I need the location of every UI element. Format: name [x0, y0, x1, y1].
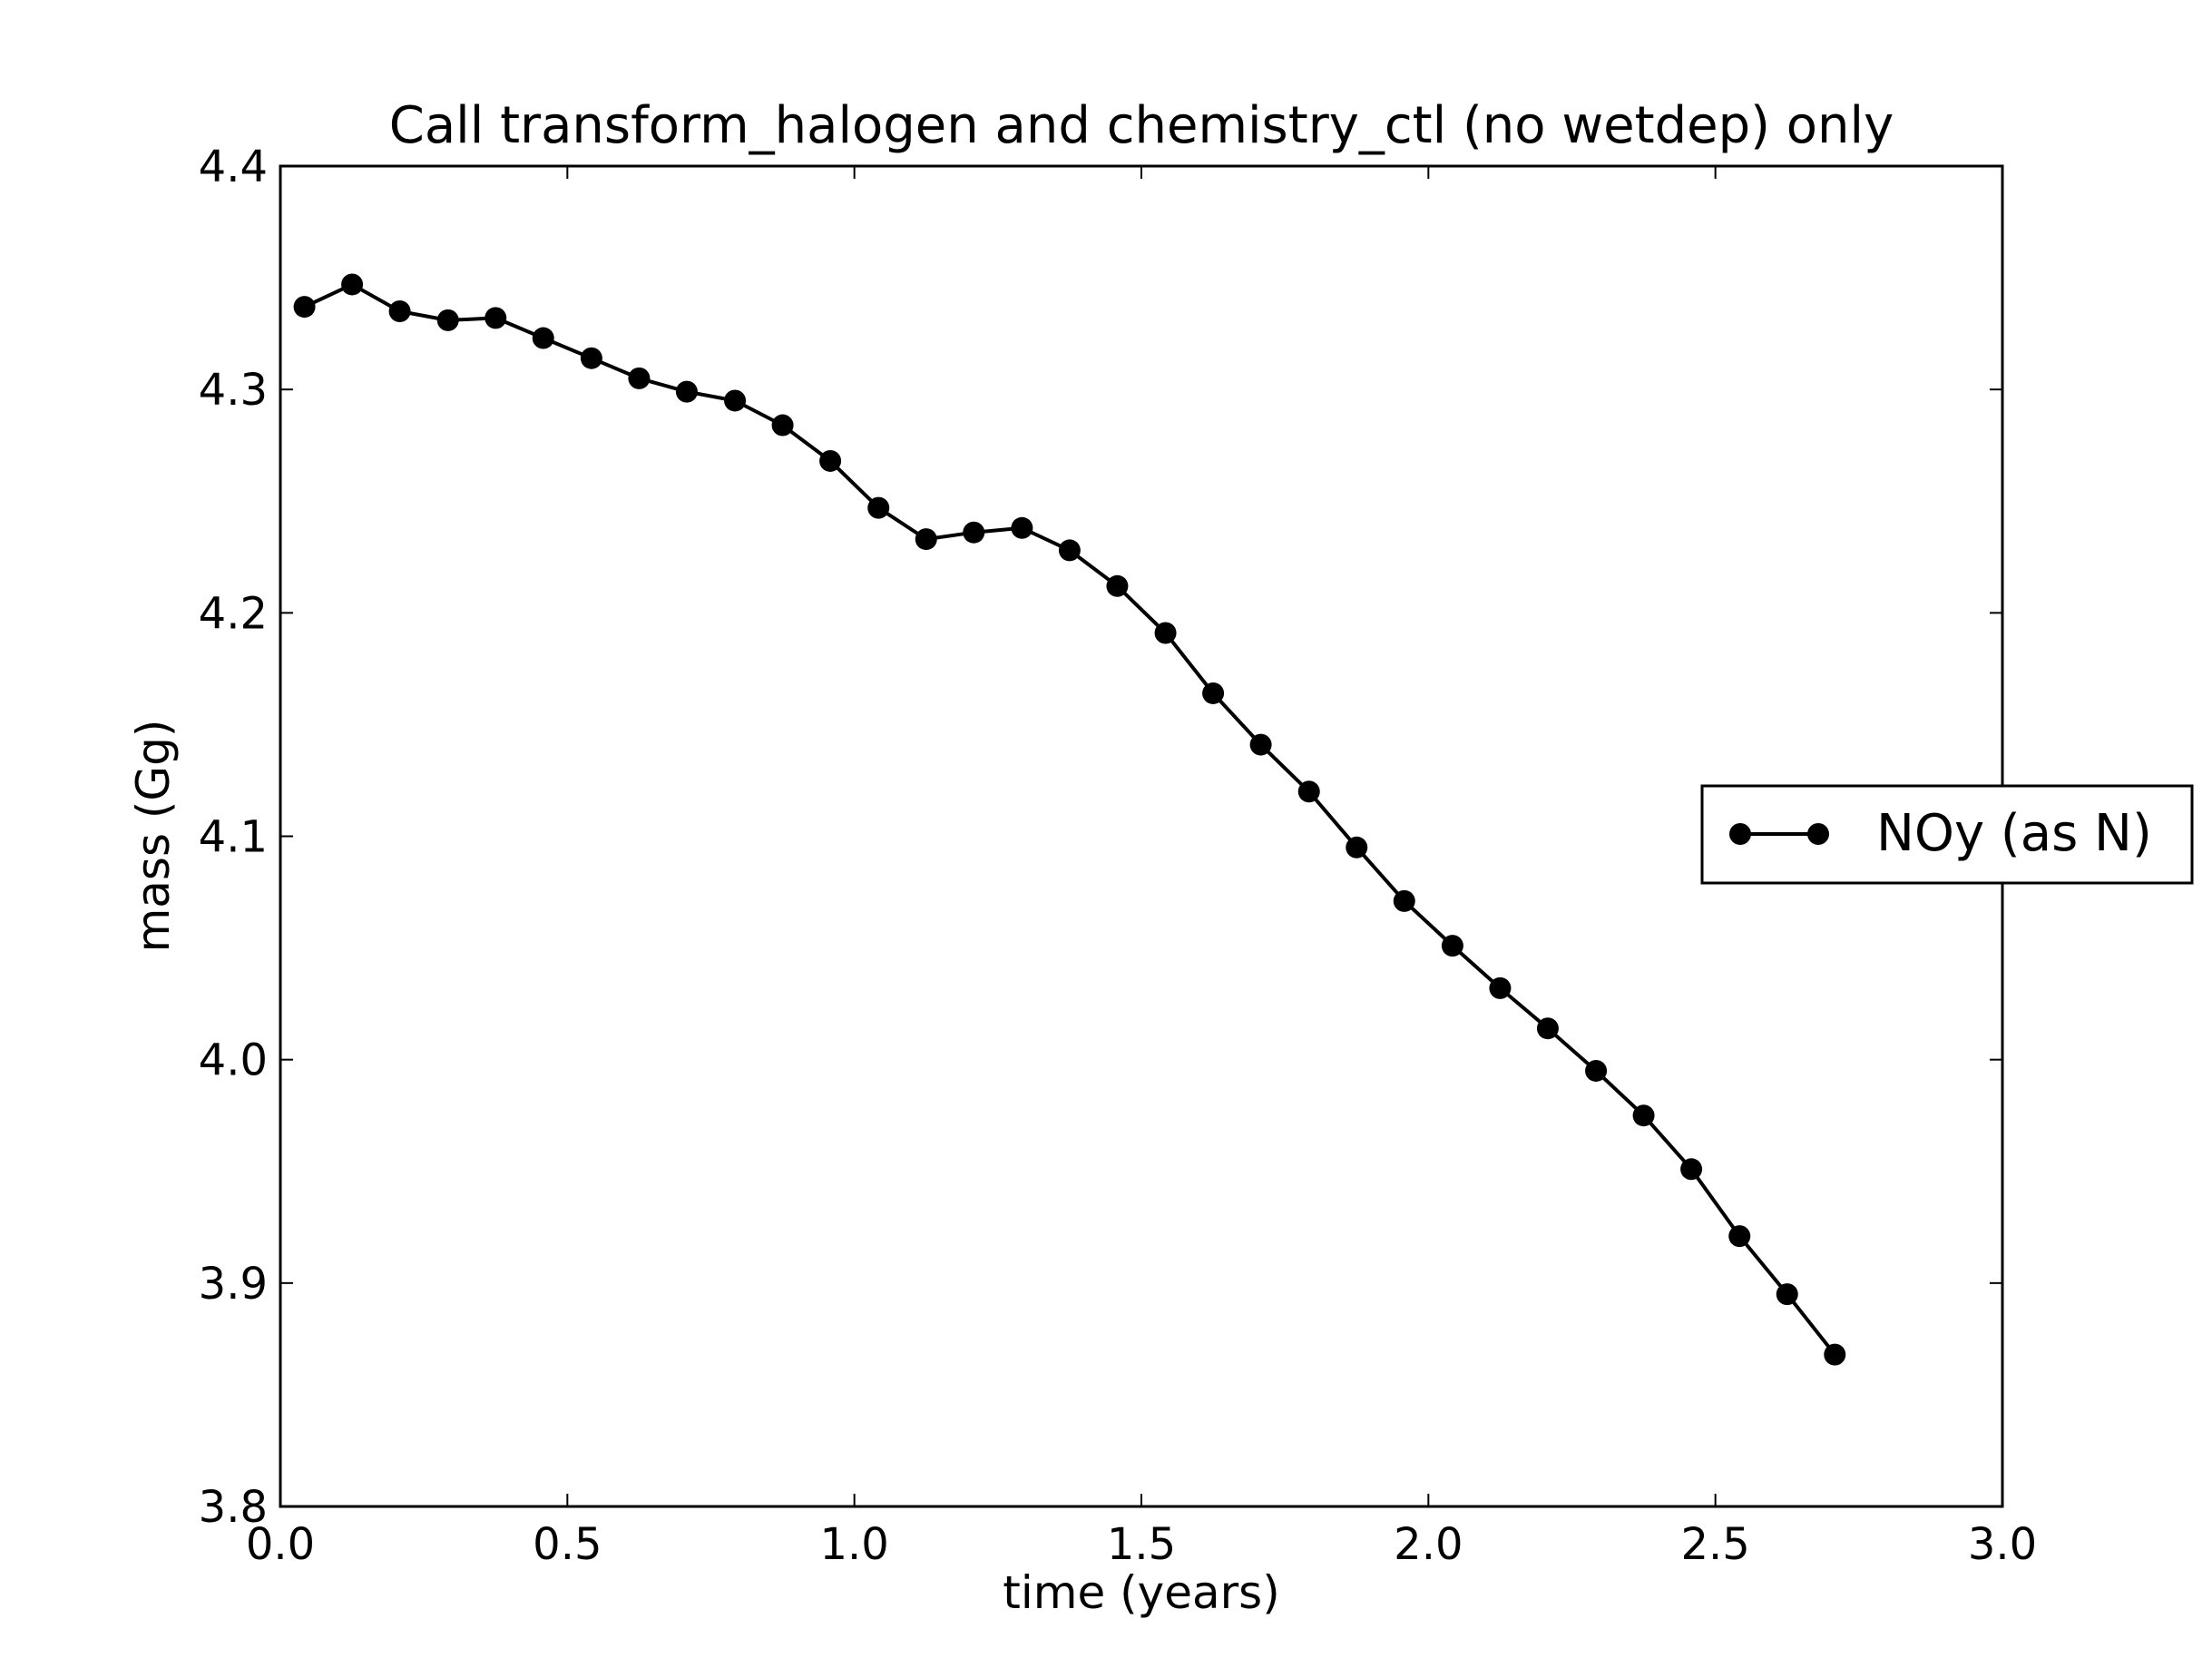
legend: NOy (as N) — [1700, 784, 2194, 885]
y-tick-label: 3.9 — [199, 1259, 268, 1310]
data-point — [1249, 733, 1272, 756]
data-point — [1393, 889, 1415, 912]
legend-label: NOy (as N) — [1876, 804, 2152, 863]
data-point — [1058, 539, 1081, 562]
data-marks — [293, 273, 1846, 1366]
data-point — [341, 273, 364, 296]
data-point — [1441, 935, 1463, 957]
data-point — [1824, 1343, 1846, 1366]
data-point — [963, 521, 985, 544]
data-point — [1011, 516, 1033, 539]
data-point — [819, 449, 842, 472]
data-point — [1297, 780, 1320, 803]
y-tick-label: 4.2 — [199, 588, 268, 639]
legend-marker-right — [1807, 823, 1829, 845]
data-point — [436, 309, 459, 331]
y-tick-label: 3.8 — [199, 1482, 268, 1533]
x-tick-label: 2.5 — [1680, 1519, 1749, 1570]
y-tick-label: 4.3 — [199, 365, 268, 416]
x-tick-label: 3.0 — [1968, 1519, 2037, 1570]
y-tick-label: 4.4 — [199, 142, 268, 192]
y-tick-label: 4.1 — [199, 812, 268, 863]
data-point — [628, 367, 651, 389]
x-tick-label: 1.5 — [1107, 1519, 1176, 1570]
data-point — [1632, 1104, 1655, 1127]
data-point — [1154, 622, 1177, 644]
x-tick-label: 2.0 — [1394, 1519, 1463, 1570]
data-point — [1536, 1017, 1559, 1040]
data-point — [915, 528, 937, 551]
data-point — [293, 296, 316, 319]
data-point — [675, 380, 698, 403]
data-point — [388, 300, 411, 323]
data-point — [1346, 836, 1368, 859]
x-axis-label: time (years) — [1003, 1566, 1279, 1619]
x-tick-label: 0.0 — [246, 1519, 315, 1570]
data-point — [724, 389, 747, 412]
data-point — [580, 347, 602, 369]
data-point — [1489, 976, 1512, 999]
data-point — [771, 414, 794, 437]
y-tick-label: 4.0 — [199, 1035, 268, 1086]
x-tick-label: 0.5 — [533, 1519, 602, 1570]
data-point — [1585, 1059, 1608, 1082]
chart-title: Call transform_halogen and chemistry_ctl… — [389, 96, 1894, 155]
y-axis-label: mass (Gg) — [127, 720, 180, 953]
data-point — [1106, 574, 1129, 597]
data-point — [1728, 1225, 1751, 1248]
data-point — [532, 327, 554, 349]
axis-ticks: 0.0 0.5 1.0 1.5 2.0 2.5 3.0 3.8 3.9 4.0 4.1 4.2 4.3 4… — [199, 142, 2038, 1570]
data-point — [484, 307, 507, 329]
legend-marker-left — [1729, 823, 1751, 845]
x-tick-label: 1.0 — [819, 1519, 888, 1570]
data-point — [867, 496, 890, 519]
data-point — [1680, 1158, 1703, 1181]
data-point — [1776, 1283, 1798, 1306]
data-point — [1202, 682, 1225, 704]
